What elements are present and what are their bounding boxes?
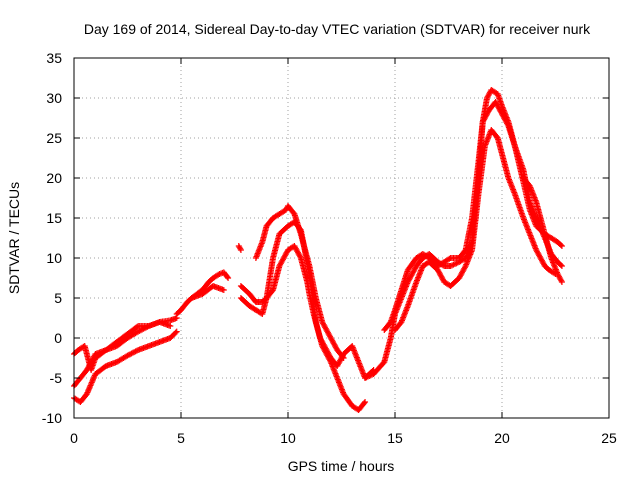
series-track-l [392,127,559,333]
data-point [215,271,222,278]
data-point [269,288,276,295]
data-point [339,353,346,360]
series-track-g [237,219,369,413]
data-point [461,264,468,271]
y-tick-label: 5 [54,290,62,306]
y-tick-label: 25 [46,130,62,146]
data-point [558,263,565,269]
y-axis-label: SDTVAR / TECUs [6,182,22,294]
x-tick-label: 20 [494,430,510,446]
x-tick-label: 5 [177,430,185,446]
series-track-e [188,283,227,301]
series-track-i [235,243,244,253]
data-point [461,248,468,255]
x-tick-label: 15 [387,430,403,446]
data-point [225,275,232,281]
x-axis-label: GPS time / hours [288,458,395,474]
x-tick-label: 25 [601,430,617,446]
data-point [133,347,140,354]
axis-ticks: 0 5 10 15 20 25 -10 -5 0 5 10 15 20 25 30 35 [42,50,617,446]
plot-frame [73,57,610,419]
data-point [224,273,231,280]
y-tick-label: 20 [46,170,62,186]
data-point [340,355,347,361]
data-point [557,242,564,248]
y-tick-label: 0 [54,330,62,346]
data-point [237,247,244,253]
series-track-h [252,203,347,361]
data-point [361,400,368,407]
series-track-a [71,328,180,405]
series-track-j [362,87,565,381]
data-point [167,323,174,329]
data-point [172,329,179,336]
data-point [327,357,334,364]
data-point [297,253,304,260]
data-point [362,399,369,405]
series-track-c [71,319,174,373]
data-point [446,255,453,262]
data-point [173,328,180,335]
data-point [220,287,227,293]
data-points [71,87,565,413]
y-tick-label: 30 [46,90,62,106]
chart-title: Day 169 of 2014, Sidereal Day-to-day VTE… [84,21,591,37]
data-point [557,262,564,268]
y-tick-label: -10 [42,410,62,426]
y-tick-label: -5 [50,370,63,386]
y-tick-label: 35 [46,50,62,66]
y-tick-label: 10 [46,250,62,266]
data-point [237,245,244,252]
data-point [558,277,565,284]
data-point [504,121,511,128]
data-point [134,323,141,330]
x-tick-label: 0 [70,430,78,446]
data-point [558,243,565,249]
y-tick-label: 15 [46,210,62,226]
data-point [558,279,565,285]
x-tick-label: 10 [280,430,296,446]
series-track-m [520,175,565,285]
